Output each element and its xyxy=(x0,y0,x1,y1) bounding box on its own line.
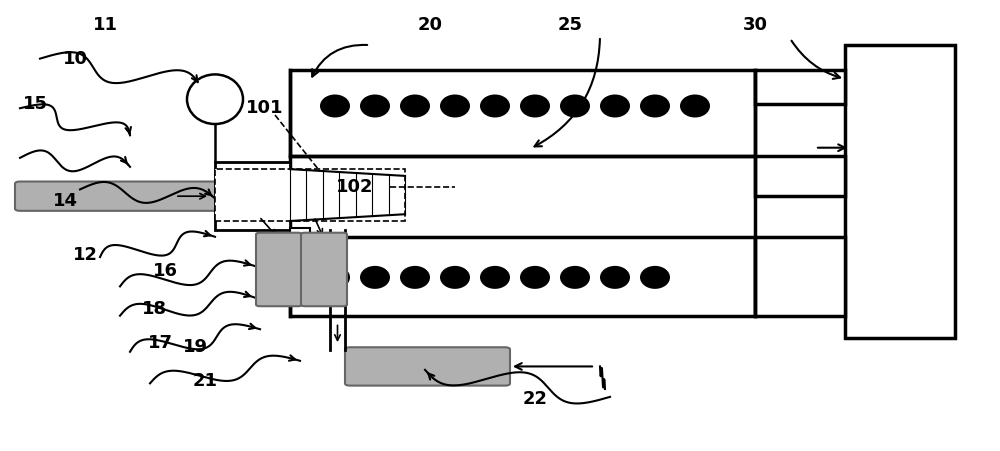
Ellipse shape xyxy=(520,95,550,117)
Ellipse shape xyxy=(480,266,510,289)
Ellipse shape xyxy=(440,95,470,117)
Ellipse shape xyxy=(560,95,590,117)
Ellipse shape xyxy=(320,95,350,117)
Text: 25: 25 xyxy=(558,16,582,34)
Ellipse shape xyxy=(400,266,430,289)
Ellipse shape xyxy=(320,266,350,289)
Text: 19: 19 xyxy=(182,338,208,356)
Text: 16: 16 xyxy=(152,262,178,280)
Bar xyxy=(845,45,955,338)
Ellipse shape xyxy=(360,95,390,117)
Bar xyxy=(290,228,310,237)
Bar xyxy=(755,156,845,196)
Ellipse shape xyxy=(400,95,430,117)
Ellipse shape xyxy=(600,266,630,289)
Text: 14: 14 xyxy=(52,192,78,210)
Text: 17: 17 xyxy=(148,334,173,352)
Text: 30: 30 xyxy=(742,16,768,34)
Text: 18: 18 xyxy=(142,300,168,318)
Bar xyxy=(290,237,755,316)
Bar xyxy=(755,70,845,104)
Ellipse shape xyxy=(520,266,550,289)
Ellipse shape xyxy=(187,74,243,124)
FancyBboxPatch shape xyxy=(301,233,347,306)
FancyBboxPatch shape xyxy=(256,233,302,306)
Text: 11: 11 xyxy=(92,16,118,34)
Ellipse shape xyxy=(640,95,670,117)
Text: 101: 101 xyxy=(246,99,284,117)
Bar xyxy=(290,70,755,156)
Text: 12: 12 xyxy=(72,246,98,264)
Bar xyxy=(290,156,755,237)
FancyBboxPatch shape xyxy=(15,182,220,211)
Ellipse shape xyxy=(680,95,710,117)
Bar xyxy=(755,237,845,316)
Text: 10: 10 xyxy=(62,50,88,68)
Ellipse shape xyxy=(440,266,470,289)
Ellipse shape xyxy=(560,266,590,289)
Text: 20: 20 xyxy=(418,16,442,34)
Text: 15: 15 xyxy=(22,95,48,113)
Bar xyxy=(215,162,290,230)
Ellipse shape xyxy=(640,266,670,289)
Text: 21: 21 xyxy=(192,372,218,390)
Text: 22: 22 xyxy=(522,390,548,408)
Ellipse shape xyxy=(600,95,630,117)
Bar xyxy=(215,169,405,221)
Ellipse shape xyxy=(480,95,510,117)
FancyBboxPatch shape xyxy=(345,347,510,386)
Ellipse shape xyxy=(360,266,390,289)
Text: 102: 102 xyxy=(336,178,374,196)
